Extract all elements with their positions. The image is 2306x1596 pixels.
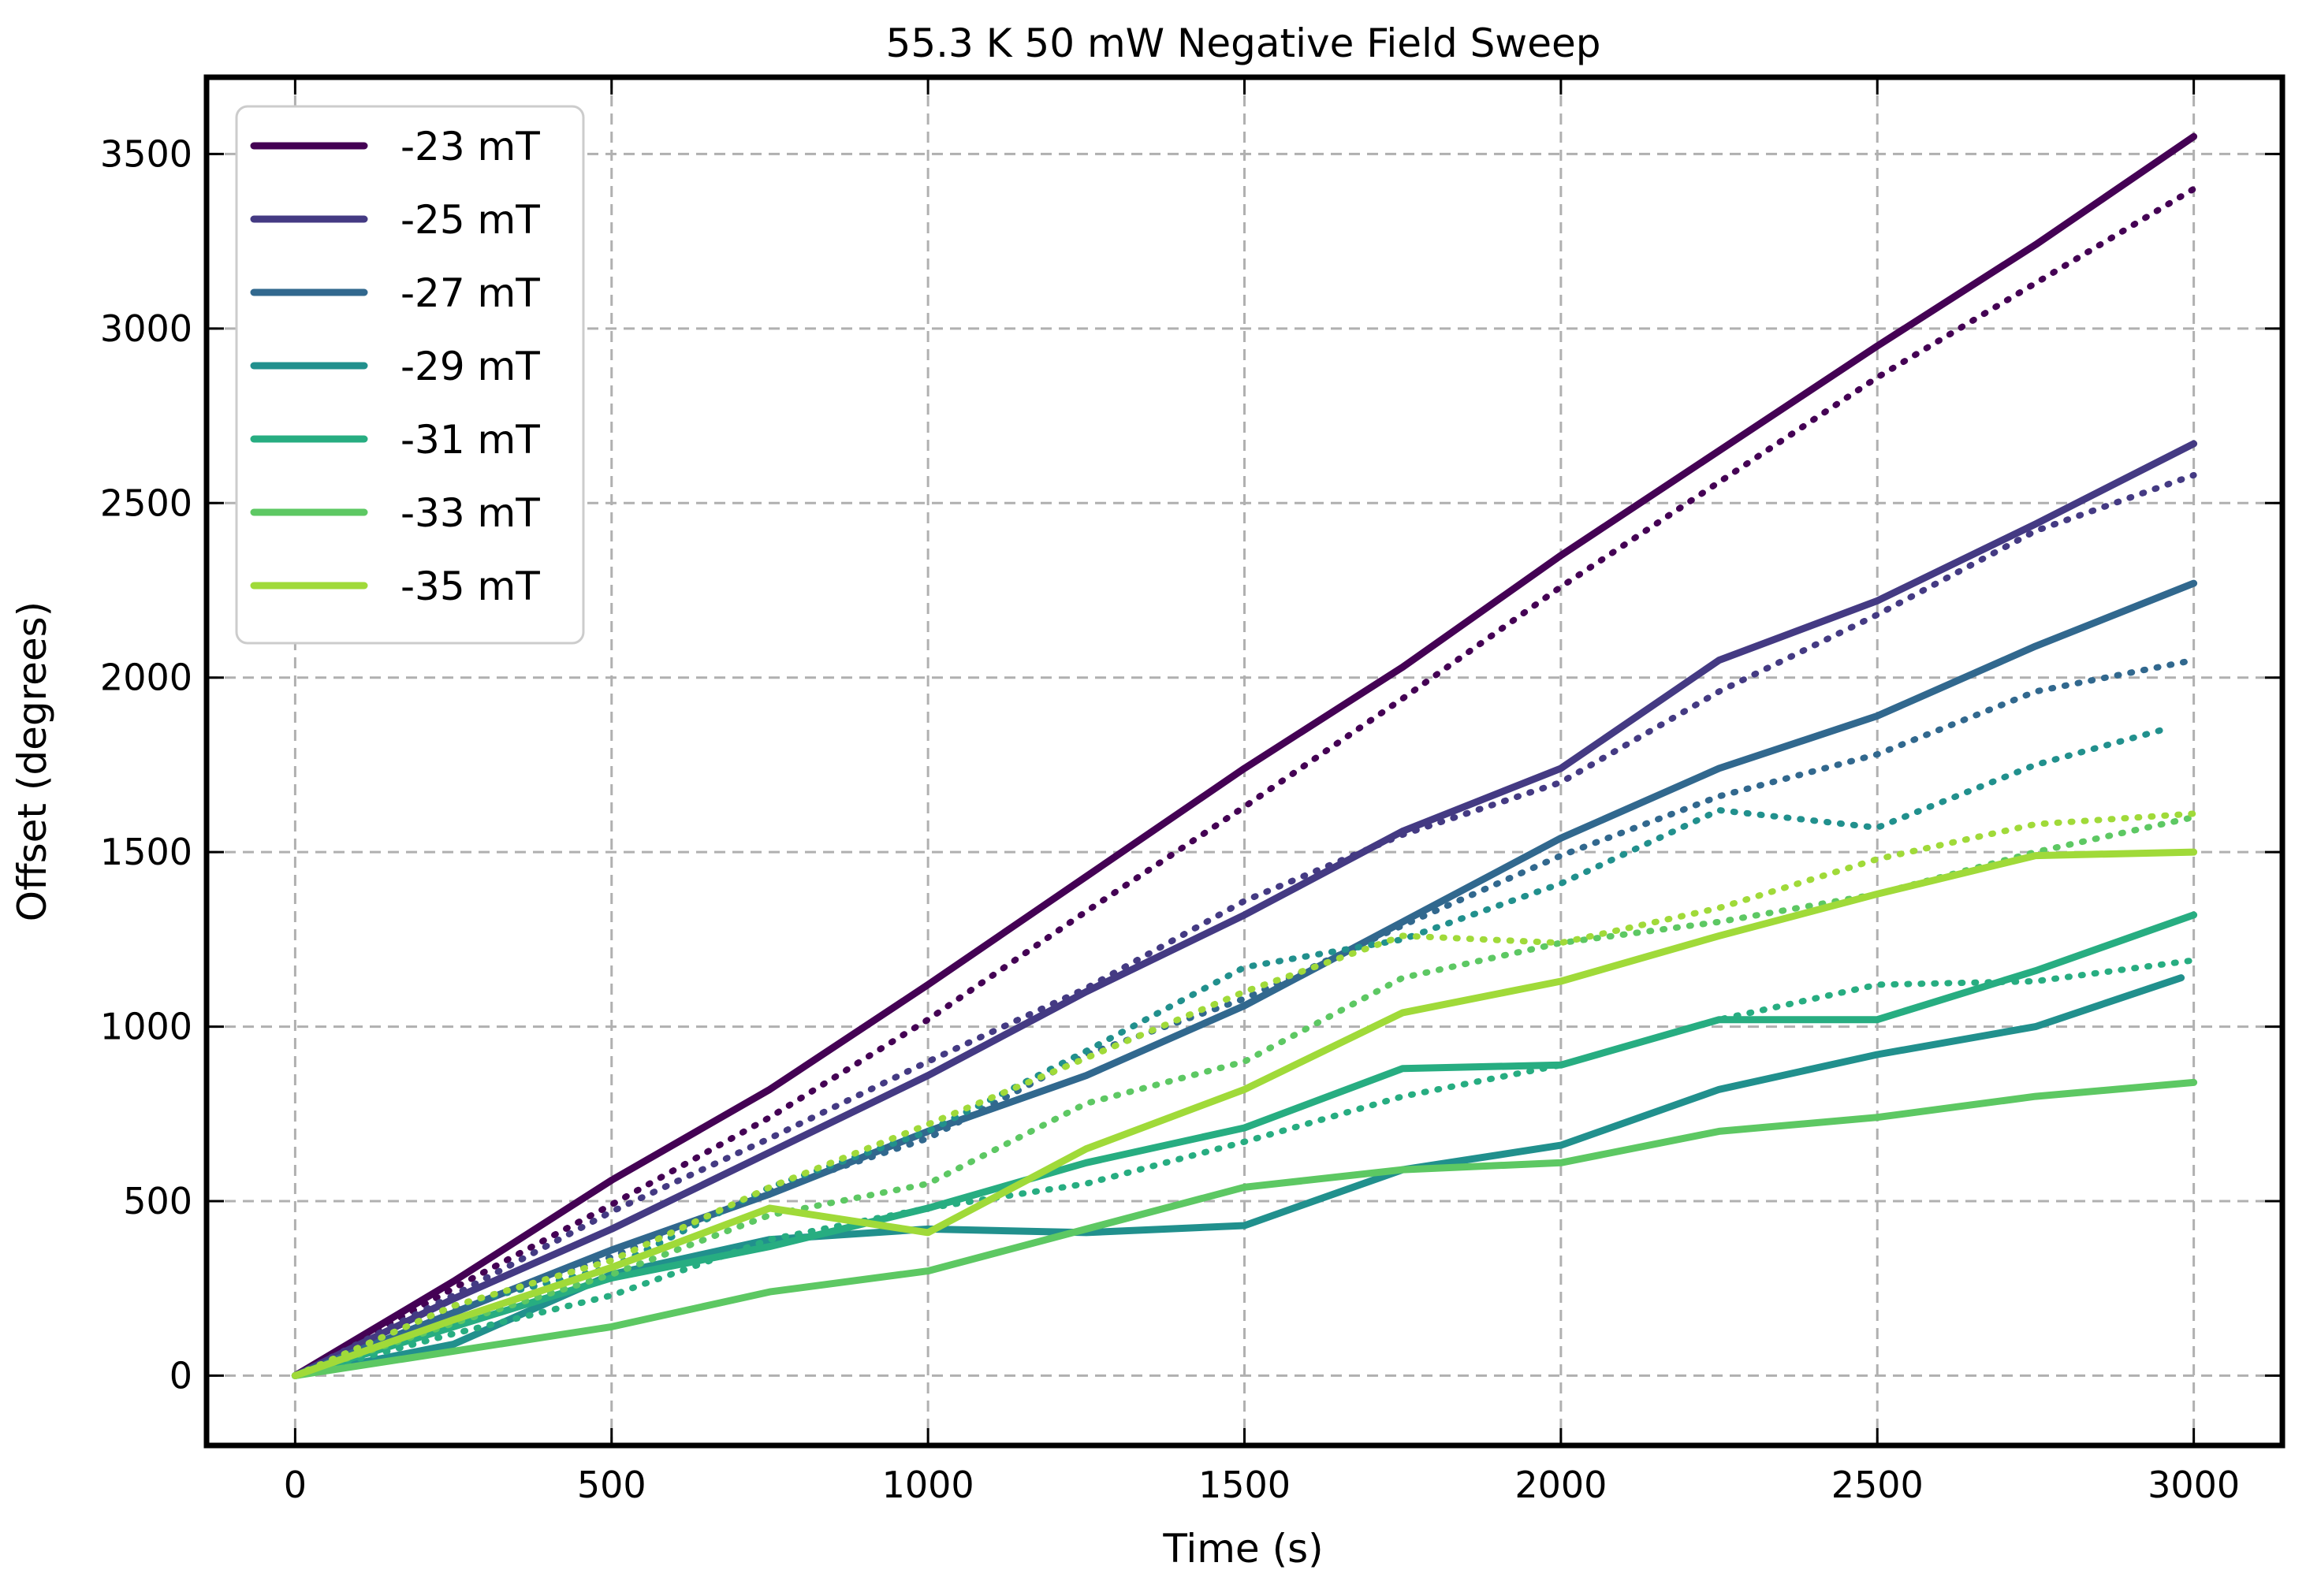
y-tick-label: 1000 xyxy=(100,1006,192,1048)
y-tick-label: 500 xyxy=(123,1180,192,1222)
x-tick-label: 3000 xyxy=(2148,1464,2240,1506)
legend-label: -27 mT xyxy=(400,270,540,316)
legend-label: -29 mT xyxy=(400,344,540,389)
y-axis-label: Offset (degrees) xyxy=(9,601,55,921)
y-tick-label: 3500 xyxy=(100,132,192,175)
x-tick-label: 1000 xyxy=(882,1464,974,1506)
series-line-solid xyxy=(291,440,2198,1379)
legend-label: -33 mT xyxy=(400,490,540,536)
series-line-solid xyxy=(291,848,2198,1379)
legend-label: -25 mT xyxy=(400,197,540,243)
x-tick-label: 2000 xyxy=(1514,1464,1607,1506)
series-line-solid xyxy=(291,1078,2198,1379)
series-line-dotted xyxy=(292,810,2197,1379)
x-tick-label: 2500 xyxy=(1831,1464,1924,1506)
plot-series xyxy=(291,132,2198,1379)
series-line-solid xyxy=(291,579,2198,1379)
chart-title: 55.3 K 50 mW Negative Field Sweep xyxy=(886,20,1601,66)
series-line-dotted xyxy=(292,657,2197,1379)
series-line-solid xyxy=(291,911,2198,1379)
x-axis-label: Time (s) xyxy=(1162,1526,1323,1572)
x-tick-label: 500 xyxy=(577,1464,646,1506)
y-tick-label: 1500 xyxy=(100,831,192,873)
legend-label: -31 mT xyxy=(400,417,540,463)
legend: -23 mT -25 mT -27 mT -29 mT -31 mT -33 mT -35 … xyxy=(235,105,585,645)
y-tick-label: 3000 xyxy=(100,307,192,350)
y-tick-label: 0 xyxy=(170,1354,192,1397)
legend-label: -23 mT xyxy=(400,124,540,169)
series-line-dotted xyxy=(292,185,2197,1379)
series-line-solid xyxy=(291,132,2198,1379)
axis-ticks: 0 500 1000 1500 2000 2500 3000 0 500 1000 1500 2000… xyxy=(100,77,2282,1506)
x-tick-label: 1500 xyxy=(1198,1464,1291,1506)
series-line-dotted xyxy=(292,471,2197,1379)
legend-label: -35 mT xyxy=(400,564,540,609)
series-line-solid xyxy=(291,974,2185,1379)
y-tick-label: 2500 xyxy=(100,482,192,524)
series-line-dotted xyxy=(292,957,2197,1379)
x-tick-label: 0 xyxy=(284,1464,307,1506)
y-tick-label: 2000 xyxy=(100,657,192,699)
